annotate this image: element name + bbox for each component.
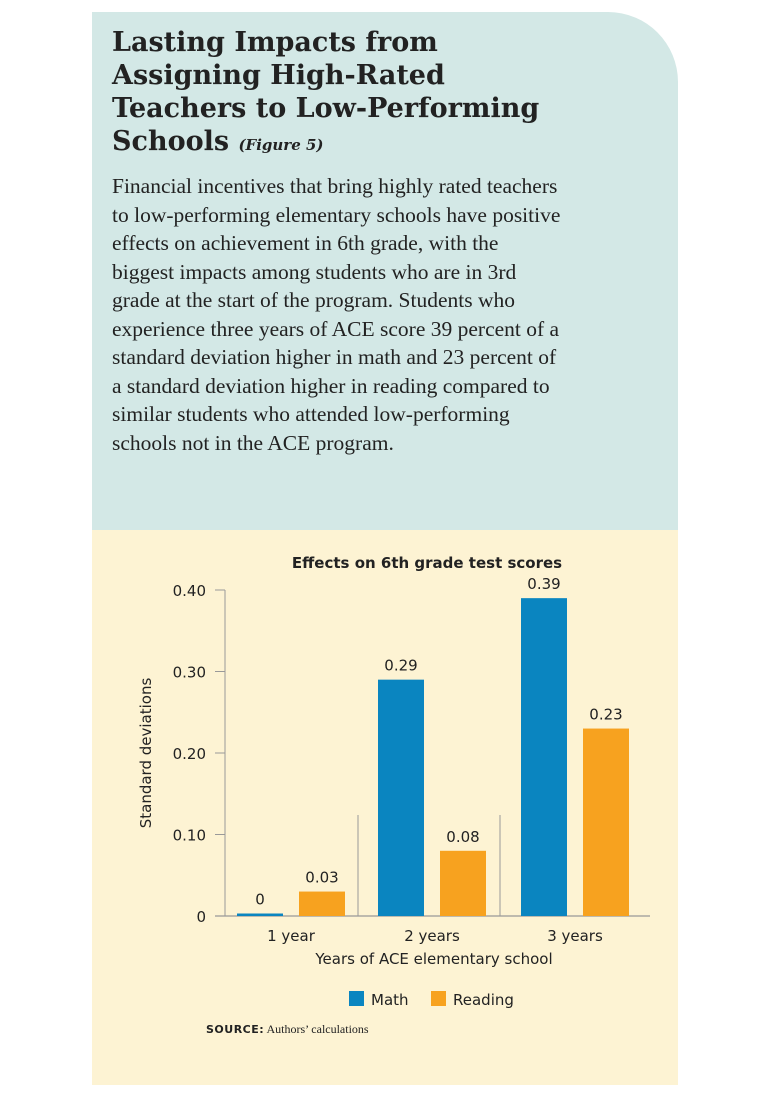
y-axis-label: Standard deviations [137, 678, 155, 829]
source-note: SOURCE: Authors’ calculations [206, 1022, 369, 1036]
data-label: 0.23 [589, 706, 622, 724]
figure-title: Lasting Impacts from Assigning High-Rate… [112, 27, 540, 157]
legend-label: Reading [453, 991, 514, 1009]
bar-math [378, 679, 424, 916]
bar-math [237, 913, 283, 916]
data-label: 0.39 [527, 575, 560, 593]
legend-swatch-math [349, 991, 364, 1006]
header-section [92, 12, 678, 530]
figure-label: (Figure 5) [238, 136, 324, 154]
x-tick-label: 2 years [404, 927, 460, 945]
chart-title: Effects on 6th grade test scores [292, 554, 562, 572]
data-label: 0.29 [384, 657, 417, 675]
bar-reading [583, 728, 629, 916]
data-label: 0 [255, 891, 265, 909]
x-tick-label: 3 years [547, 927, 603, 945]
y-tick-label: 0 [196, 908, 206, 926]
x-axis-label: Years of ACE elementary school [314, 950, 552, 968]
y-tick-label: 0.40 [173, 582, 206, 600]
x-tick-label: 1 year [267, 927, 316, 945]
y-tick-label: 0.30 [173, 664, 206, 682]
data-label: 0.03 [305, 869, 338, 887]
y-tick-label: 0.10 [173, 827, 206, 845]
figure-description: Financial incentives that bring highly r… [112, 174, 561, 455]
legend-label: Math [371, 991, 409, 1009]
legend-swatch-reading [431, 991, 446, 1006]
y-tick-label: 0.20 [173, 745, 206, 763]
bar-reading [440, 850, 486, 916]
bar-math [521, 598, 567, 916]
data-label: 0.08 [446, 828, 479, 846]
bar-reading [299, 891, 345, 916]
